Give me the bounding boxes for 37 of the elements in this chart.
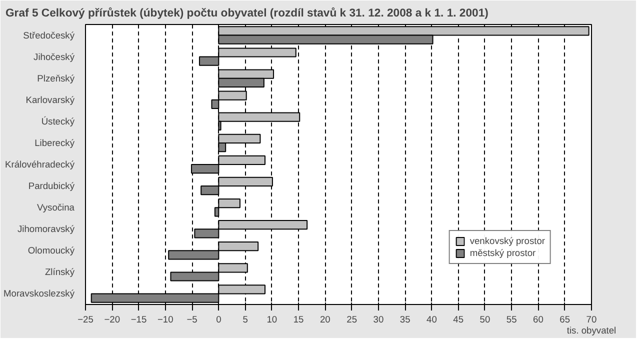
y-tick-label: Královéhradecký <box>5 160 75 170</box>
y-tick-label: Karlovarský <box>26 94 75 105</box>
x-tick-label: 45 <box>453 314 464 324</box>
y-tick-label: Plzeňský <box>37 73 75 84</box>
y-tick-label: Olomoucký <box>28 246 75 256</box>
x-tick-label: 60 <box>533 314 544 324</box>
x-tick-label: 40 <box>426 314 437 324</box>
x-tick-label: 15 <box>293 314 304 324</box>
x-tick-label: 65 <box>560 314 570 324</box>
y-tick-label: Moravskoslezský <box>3 288 75 299</box>
x-tick-label: −10 <box>157 314 174 324</box>
y-tick-label: Středočeský <box>23 30 75 40</box>
x-tick-label: 70 <box>586 314 597 324</box>
chart-title: Graf 5 Celkový přírůstek (úbytek) počtu obyvatel (rozdíl stavů k 31. 12. 2008 a k 1. 1. 2001) <box>6 6 489 20</box>
x-tick-label: 5 <box>242 314 248 324</box>
x-tick-label: 55 <box>506 314 517 324</box>
x-tick-label: 25 <box>346 314 358 324</box>
y-tick-label: Ústecký <box>41 115 75 126</box>
x-axis-title: tis. obyvatel <box>566 326 616 336</box>
y-tick-label: Jihočeský <box>34 52 75 62</box>
x-tick-label: 20 <box>320 314 330 324</box>
x-tick-label: 30 <box>373 314 384 324</box>
x-tick-label: −20 <box>104 314 120 324</box>
x-tick-label: 10 <box>266 314 278 324</box>
legend-label: městský prostor <box>470 248 536 258</box>
x-tick-label: 0 <box>216 314 222 324</box>
x-tick-label: 50 <box>480 314 490 324</box>
x-tick-label: −15 <box>130 314 147 324</box>
y-tick-label: Liberecký <box>34 138 75 148</box>
x-tick-label: −5 <box>186 314 198 324</box>
x-tick-label: 35 <box>400 314 410 324</box>
legend-label: venkovský prostor <box>470 236 545 246</box>
y-tick-label: Zlínský <box>44 267 75 278</box>
y-tick-label: Jihomoravský <box>17 224 75 234</box>
x-tick-label: −25 <box>78 314 94 324</box>
y-tick-label: Vysočina <box>36 202 76 213</box>
y-tick-label: Pardubický <box>28 181 75 192</box>
